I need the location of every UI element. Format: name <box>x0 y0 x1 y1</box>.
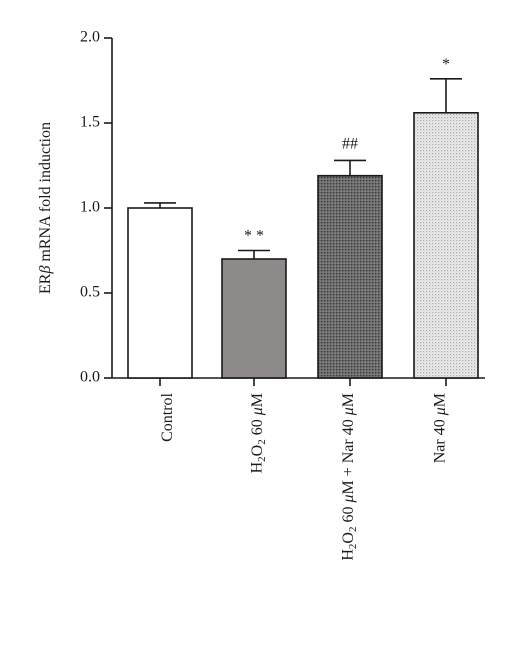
y-tick-label: 1.5 <box>80 114 100 131</box>
y-ticks: 0.0 0.5 1.0 1.5 2.0 <box>80 29 112 386</box>
bar <box>127 207 193 379</box>
bars: * * ## * <box>127 56 479 379</box>
bar <box>317 174 383 379</box>
y-tick-label: 1.0 <box>80 199 100 216</box>
x-ticks <box>159 378 447 386</box>
category-label-nar: Nar 40 μM <box>432 393 449 463</box>
category-label-h2o2: H2O2 60 μM <box>249 393 268 473</box>
y-axis-label: ERβ mRNA fold induction <box>37 122 54 294</box>
bar <box>413 112 479 379</box>
y-tick-label: 0.5 <box>80 284 100 301</box>
y-tick-label: 2.0 <box>80 29 100 46</box>
significance-label: * <box>442 56 450 73</box>
category-label-control: Control <box>159 392 176 441</box>
significance-label: ## <box>342 135 358 152</box>
y-tick-label: 0.0 <box>80 369 100 386</box>
significance-label: * * <box>244 228 264 245</box>
category-label-h2o2-nar: H2O2 60 μM + Nar 40 μM <box>340 393 359 561</box>
category-labels: Control H2O2 60 μM H2O2 60 μM + Nar 40 μ… <box>159 392 449 560</box>
bar <box>221 258 287 379</box>
